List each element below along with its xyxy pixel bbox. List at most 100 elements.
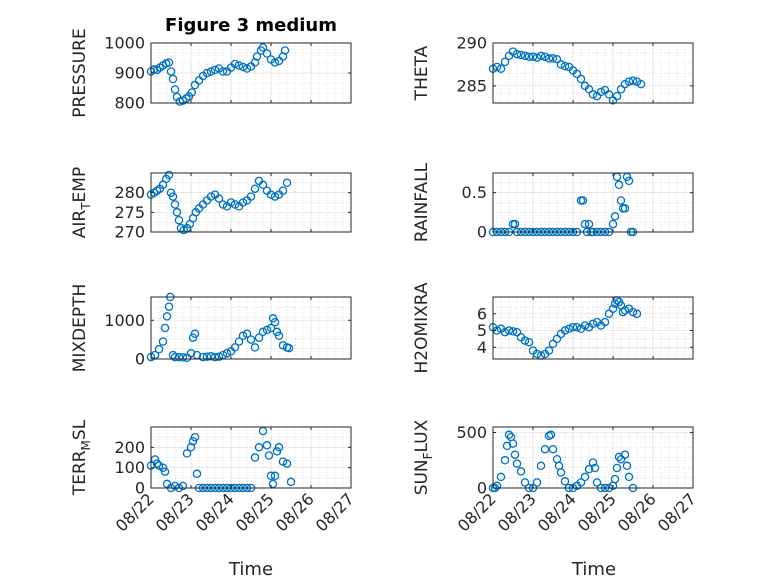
- data-point: [610, 212, 620, 221]
- data-point: [214, 194, 224, 203]
- y-axis-label: RAINFALL: [412, 162, 432, 242]
- data-point: [282, 178, 292, 188]
- x-tick-label: 08/24: [534, 489, 580, 535]
- data-point: [512, 459, 522, 468]
- data-point: [624, 472, 634, 482]
- data-point: [258, 180, 268, 190]
- data-point: [164, 170, 174, 180]
- data-point: [278, 186, 288, 195]
- data-point: [172, 92, 182, 102]
- subplot-terr_msl: 010020008/2208/2308/2408/2508/2608/27TER…: [70, 419, 358, 535]
- data-point: [178, 481, 188, 491]
- data-point: [170, 481, 180, 491]
- data-point: [604, 90, 614, 99]
- axes-box: [492, 172, 694, 233]
- data-point: [250, 343, 260, 352]
- data-point: [242, 329, 252, 339]
- data-point: [264, 451, 274, 460]
- data-point: [246, 192, 256, 201]
- data-point: [556, 468, 566, 477]
- data-point: [616, 196, 626, 205]
- axes-box: [150, 296, 352, 360]
- subplot-theta: 285 290 THETA: [412, 34, 694, 105]
- data-point: [168, 74, 178, 84]
- data-point: [206, 352, 216, 361]
- data-point: [496, 472, 506, 482]
- x-tick-label: 08/25: [574, 489, 620, 535]
- data-point: [272, 447, 282, 456]
- data-point: [508, 439, 518, 448]
- data-point: [572, 69, 582, 79]
- data-point: [508, 327, 518, 336]
- subplot-rainfall: 0 0.5 RAINFALL: [412, 162, 694, 242]
- x-tick-label: 08/23: [494, 489, 540, 535]
- x-axis-label-left: Time: [228, 559, 273, 580]
- data-point: [206, 192, 216, 201]
- data-point: [170, 85, 180, 94]
- data-point: [600, 317, 610, 327]
- data-point: [552, 55, 562, 64]
- y-axis-label: TERRMSL: [70, 419, 93, 496]
- data-point: [580, 219, 590, 229]
- data-point: [250, 453, 260, 462]
- data-point: [532, 349, 542, 359]
- data-point: [520, 51, 530, 61]
- data-point: [516, 50, 526, 60]
- data-point: [174, 352, 184, 362]
- data-point: [568, 322, 578, 332]
- y-axis-label: H2OMIXRA: [412, 282, 432, 373]
- data-point: [596, 87, 606, 97]
- y-tick-label: 6: [477, 304, 487, 323]
- figure-title: Figure 3 medium: [165, 15, 337, 36]
- y-tick-label: 500: [456, 423, 487, 442]
- data-point: [154, 345, 164, 354]
- x-axis-label-right: Time: [571, 559, 616, 580]
- data-point: [628, 76, 638, 85]
- data-point: [270, 317, 280, 327]
- x-tick-label: 08/24: [192, 489, 238, 535]
- data-point: [584, 85, 594, 94]
- data-point: [612, 91, 622, 101]
- data-point: [226, 198, 236, 207]
- data-point: [510, 219, 520, 229]
- y-tick-label: 0: [477, 479, 487, 498]
- data-point: [622, 461, 632, 471]
- data-point: [540, 52, 550, 61]
- x-tick-label: 08/23: [152, 489, 198, 535]
- data-point: [164, 58, 174, 67]
- y-axis-label: AIRTEMP: [70, 167, 93, 238]
- axes-box: [150, 172, 352, 233]
- data-point: [262, 441, 272, 450]
- data-point: [632, 309, 642, 319]
- y-tick-label: 290: [456, 34, 487, 53]
- data-point: [238, 198, 248, 207]
- data-point: [187, 88, 197, 97]
- y-tick-label: 1000: [104, 34, 145, 53]
- y-tick-label: 200: [114, 438, 145, 457]
- y-tick-label: 900: [114, 64, 145, 83]
- data-point: [628, 307, 638, 317]
- data-point: [500, 57, 510, 67]
- x-tick-label: 08/27: [654, 489, 700, 535]
- data-point: [564, 324, 574, 334]
- data-point: [252, 52, 262, 61]
- data-point: [166, 67, 176, 76]
- data-point: [192, 469, 202, 479]
- data-point: [234, 61, 244, 70]
- data-point: [262, 49, 272, 58]
- data-point: [580, 472, 590, 482]
- data-point: [218, 67, 228, 76]
- x-tick-label: 08/25: [232, 489, 278, 535]
- data-point: [282, 459, 292, 468]
- data-point: [560, 326, 570, 335]
- data-point: [528, 52, 538, 61]
- data-point: [546, 430, 556, 440]
- data-point: [580, 321, 590, 330]
- data-point: [576, 74, 586, 84]
- subplot-mixdepth: 0 1000 MIXDEPTH: [70, 284, 352, 372]
- data-point: [578, 196, 588, 205]
- y-tick-label: 0: [477, 223, 487, 242]
- data-point: [270, 471, 280, 481]
